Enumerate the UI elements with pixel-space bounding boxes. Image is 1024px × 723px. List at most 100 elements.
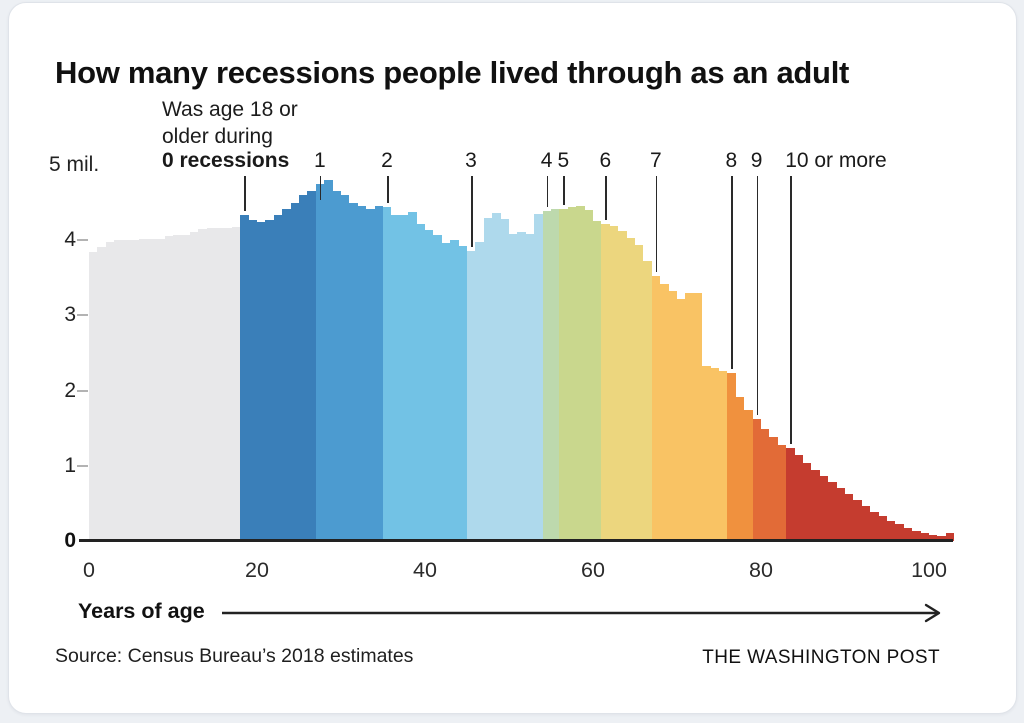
bar-age-14 <box>206 228 216 541</box>
bar-age-29 <box>332 190 342 541</box>
bar-age-73 <box>702 365 711 541</box>
bar-age-52 <box>525 234 535 541</box>
segment-label: 6 <box>599 149 612 172</box>
bar-age-92 <box>861 506 871 541</box>
segment-label: 4 <box>540 149 553 172</box>
segment-label: 7 <box>649 149 662 172</box>
x-axis-label: 40 <box>413 558 437 582</box>
bar-age-13 <box>198 228 207 541</box>
bar-age-63 <box>618 231 627 541</box>
bar-age-99 <box>920 533 930 541</box>
bar-age-44 <box>458 246 468 541</box>
segment-leader-line <box>563 176 565 205</box>
bar-age-12 <box>189 231 199 541</box>
bar-age-36 <box>391 215 400 541</box>
segment-leader-line <box>655 176 658 273</box>
bar-age-81 <box>769 437 778 541</box>
bar-age-93 <box>870 511 879 541</box>
bar-age-5 <box>131 240 140 541</box>
segment-label: 9 <box>750 149 763 172</box>
bar-age-79 <box>752 419 762 541</box>
bar-age-38 <box>408 212 417 541</box>
bar-age-28 <box>324 180 333 541</box>
bar-age-86 <box>811 469 820 541</box>
bar-age-102 <box>945 532 955 541</box>
x-axis-label: 100 <box>911 558 947 582</box>
x-axis-label: 80 <box>749 558 773 582</box>
segment-leader-line <box>731 176 733 370</box>
chart-title: How many recessions people lived through… <box>55 54 850 90</box>
bar-age-8 <box>156 238 165 541</box>
x-axis-line <box>79 539 953 542</box>
bar-age-54 <box>542 210 552 541</box>
bar-age-31 <box>349 202 358 541</box>
bar-age-51 <box>517 231 526 541</box>
segment-leader-line <box>605 176 607 221</box>
bar-age-2 <box>105 241 115 541</box>
bar-age-39 <box>416 223 426 541</box>
y-axis-tick <box>77 389 88 392</box>
y-axis-label: 5 mil. <box>49 153 100 176</box>
segment-leader-line <box>546 176 549 207</box>
y-axis-tick <box>77 239 88 242</box>
bar-age-94 <box>878 516 888 541</box>
bar-age-57 <box>567 207 577 541</box>
segment-label: 8 <box>725 149 738 172</box>
bar-age-58 <box>576 205 585 541</box>
bar-age-41 <box>433 234 442 541</box>
x-axis-title: Years of age <box>78 599 205 623</box>
bar-age-84 <box>794 455 804 541</box>
y-axis-tick <box>77 464 88 467</box>
bar-age-76 <box>727 373 736 541</box>
bar-age-87 <box>819 475 829 541</box>
bar-age-9 <box>164 235 174 541</box>
bar-age-82 <box>777 445 787 541</box>
bar-age-98 <box>912 531 921 541</box>
bar-age-42 <box>441 243 451 541</box>
bar-age-83 <box>786 447 795 541</box>
segment-leader-line <box>790 176 792 444</box>
bar-age-43 <box>450 240 459 541</box>
segment-label: 0 recessions <box>162 149 290 172</box>
bar-age-59 <box>584 210 594 541</box>
bar-age-22 <box>273 215 283 541</box>
bar-age-89 <box>836 488 846 541</box>
bar-age-47 <box>483 218 493 541</box>
y-axis-label: 1 <box>64 453 76 477</box>
bar-age-4 <box>122 240 132 541</box>
bar-age-61 <box>601 224 610 541</box>
bar-age-45 <box>467 250 476 541</box>
bar-age-18 <box>240 215 249 541</box>
segment-leader-line <box>319 176 322 200</box>
bar-age-15 <box>215 228 224 541</box>
source-note: Source: Census Bureau’s 2018 estimates <box>55 645 414 667</box>
bar-age-56 <box>559 208 568 541</box>
bar-age-48 <box>492 213 501 541</box>
y-axis-tick <box>77 314 88 317</box>
bar-age-53 <box>534 213 543 541</box>
bar-age-34 <box>374 205 384 541</box>
bar-age-80 <box>761 428 770 541</box>
bar-age-67 <box>651 276 661 541</box>
arrow-right-icon <box>222 603 941 623</box>
x-axis-label: 0 <box>83 558 95 582</box>
annotation-line-2: older during <box>162 125 273 148</box>
segment-label: 1 <box>313 149 326 172</box>
bar-age-71 <box>685 292 694 541</box>
bar-age-32 <box>357 205 367 541</box>
bar-age-88 <box>828 482 837 541</box>
bar-age-35 <box>383 207 392 541</box>
bar-age-60 <box>593 220 602 541</box>
segment-leader-line <box>756 176 759 416</box>
bar-age-100 <box>929 534 938 541</box>
bar-age-78 <box>744 410 753 541</box>
bar-age-26 <box>307 190 316 541</box>
bar-age-64 <box>626 237 636 541</box>
bar-age-23 <box>282 208 291 541</box>
publisher-credit: THE WASHINGTON POST <box>702 647 940 668</box>
bar-age-101 <box>937 536 946 541</box>
bar-age-0 <box>89 252 98 541</box>
y-axis-label: 2 <box>64 378 76 402</box>
segment-leader-line <box>244 176 246 212</box>
